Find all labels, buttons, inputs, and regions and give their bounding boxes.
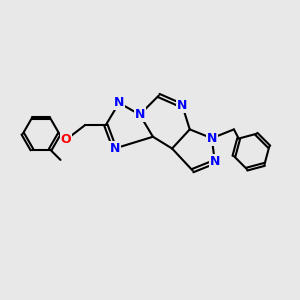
Text: N: N	[210, 155, 220, 168]
Text: N: N	[177, 99, 188, 112]
Text: N: N	[207, 132, 217, 145]
Text: N: N	[110, 142, 120, 155]
Text: N: N	[114, 96, 124, 110]
Text: N: N	[134, 108, 145, 121]
Text: O: O	[61, 133, 71, 146]
